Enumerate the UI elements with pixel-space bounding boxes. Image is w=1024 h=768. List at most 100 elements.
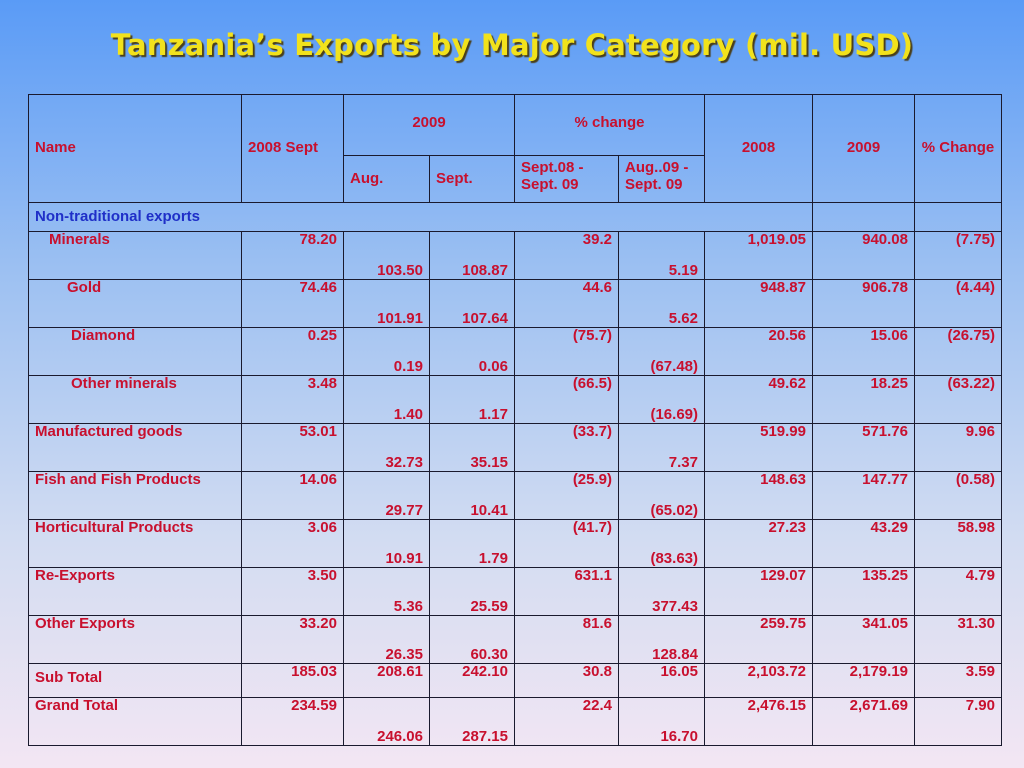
value-pct-change: 31.30 [914, 615, 1002, 664]
value-2009: 571.76 [812, 423, 915, 472]
row-name: Other minerals [28, 375, 242, 424]
table-row: Gold 74.46 101.91 107.64 44.6 5.62 948.87 906.7… [28, 279, 1002, 328]
value-2009-aug: 246.06 [343, 697, 430, 746]
table-row: Horticultural Products 3.06 10.91 1.79 (41.7… [28, 519, 1002, 568]
value-2008: 948.87 [704, 279, 813, 328]
value-2008: 27.23 [704, 519, 813, 568]
value-2009-aug: 101.91 [343, 279, 430, 328]
value-2009: 135.25 [812, 567, 915, 616]
table-row: Manufactured goods 53.01 32.73 35.15 (33.7) 7… [28, 423, 1002, 472]
value-2008: 2,476.15 [704, 697, 813, 746]
table-row: Minerals 78.20 103.50 108.87 39.2 5.19 1,019.0… [28, 231, 1002, 280]
value-2008-sept: 53.01 [241, 423, 344, 472]
value-change-aug: (83.63) [618, 519, 705, 568]
value-pct-change: 4.79 [914, 567, 1002, 616]
table-row: Other minerals 3.48 1.40 1.17 (66.5) (16.69) 4… [28, 375, 1002, 424]
header-2009: 2009 [812, 94, 915, 203]
value-change-aug: 5.19 [618, 231, 705, 280]
exports-table: Name 2008 Sept 2009 % change 2008 2009 %… [28, 94, 1002, 746]
value-2008: 1,019.05 [704, 231, 813, 280]
value-2009-aug: 1.40 [343, 375, 430, 424]
value-2008-sept: 14.06 [241, 471, 344, 520]
value-2009-aug: 32.73 [343, 423, 430, 472]
value-2009: 906.78 [812, 279, 915, 328]
header-sept08-sept09: Sept.08 - Sept. 09 [514, 155, 619, 203]
table-row: Diamond 0.25 0.19 0.06 (75.7) (67.48) 20.56 15.… [28, 327, 1002, 376]
header-pct-change-group: % change [514, 94, 705, 156]
value-change-sept: 81.6 [514, 615, 619, 664]
value-pct-change: 7.90 [914, 697, 1002, 746]
header-2008-sept: 2008 Sept [241, 94, 344, 203]
value-2009-aug: 26.35 [343, 615, 430, 664]
value-pct-change: 58.98 [914, 519, 1002, 568]
value-2008-sept: 0.25 [241, 327, 344, 376]
value-change-aug: 16.05 [618, 663, 705, 698]
value-change-sept: 22.4 [514, 697, 619, 746]
value-2009: 18.25 [812, 375, 915, 424]
row-name: Grand Total [28, 697, 242, 746]
value-pct-change: (26.75) [914, 327, 1002, 376]
value-2008-sept: 185.03 [241, 663, 344, 698]
value-change-sept: (66.5) [514, 375, 619, 424]
value-2009-sept: 35.15 [429, 423, 515, 472]
value-2009: 147.77 [812, 471, 915, 520]
value-2009: 2,179.19 [812, 663, 915, 698]
value-2009: 2,671.69 [812, 697, 915, 746]
row-name: Fish and Fish Products [28, 471, 242, 520]
value-2009: 940.08 [812, 231, 915, 280]
value-2009-sept: 0.06 [429, 327, 515, 376]
header-sept: Sept. [429, 155, 515, 203]
value-change-aug: 5.62 [618, 279, 705, 328]
header-aug09-sept09: Aug..09 - Sept. 09 [618, 155, 705, 203]
header-2008: 2008 [704, 94, 813, 203]
row-name: Re-Exports [28, 567, 242, 616]
row-name: Sub Total [28, 663, 242, 698]
value-change-aug: (16.69) [618, 375, 705, 424]
header-aug: Aug. [343, 155, 430, 203]
value-2009-sept: 108.87 [429, 231, 515, 280]
value-2009-sept: 1.17 [429, 375, 515, 424]
value-2008: 519.99 [704, 423, 813, 472]
value-2008-sept: 234.59 [241, 697, 344, 746]
header-pct-change: % Change [914, 94, 1002, 203]
value-2009-aug: 208.61 [343, 663, 430, 698]
value-change-sept: 39.2 [514, 231, 619, 280]
value-2008: 49.62 [704, 375, 813, 424]
value-change-aug: 377.43 [618, 567, 705, 616]
value-2008-sept: 3.06 [241, 519, 344, 568]
value-pct-change: 3.59 [914, 663, 1002, 698]
value-2008-sept: 3.50 [241, 567, 344, 616]
table-row: Grand Total 234.59 246.06 287.15 22.4 16.70 2,… [28, 697, 1002, 746]
header-name: Name [28, 94, 242, 203]
header-row-1: Name 2008 Sept 2009 % change 2008 2009 %… [28, 94, 1002, 203]
table-cell [914, 202, 1002, 232]
value-2009-sept: 242.10 [429, 663, 515, 698]
value-2008-sept: 74.46 [241, 279, 344, 328]
value-2008-sept: 3.48 [241, 375, 344, 424]
value-change-sept: (75.7) [514, 327, 619, 376]
value-2009-aug: 29.77 [343, 471, 430, 520]
row-name: Gold [28, 279, 242, 328]
value-pct-change: (4.44) [914, 279, 1002, 328]
header-2009-group: 2009 [343, 94, 515, 156]
row-name: Minerals [28, 231, 242, 280]
value-2008: 129.07 [704, 567, 813, 616]
value-2009-sept: 1.79 [429, 519, 515, 568]
row-name: Diamond [28, 327, 242, 376]
value-change-aug: 128.84 [618, 615, 705, 664]
table-row: Fish and Fish Products 14.06 29.77 10.41 (25… [28, 471, 1002, 520]
value-2009-aug: 103.50 [343, 231, 430, 280]
value-change-sept: 44.6 [514, 279, 619, 328]
value-pct-change: (63.22) [914, 375, 1002, 424]
value-2009-aug: 0.19 [343, 327, 430, 376]
value-change-sept: 631.1 [514, 567, 619, 616]
value-2009-sept: 25.59 [429, 567, 515, 616]
header-row-2: Aug. Sept. Sept.08 - Sept. 09 Aug..09 - … [29, 155, 1002, 203]
slide-title: Tanzania’s Exports by Major Category (mi… [110, 28, 914, 62]
row-name: Manufactured goods [28, 423, 242, 472]
value-2009-sept: 10.41 [429, 471, 515, 520]
value-pct-change: (0.58) [914, 471, 1002, 520]
table-row: Re-Exports 3.50 5.36 25.59 631.1 377.43 129.07… [28, 567, 1002, 616]
value-2008: 2,103.72 [704, 663, 813, 698]
value-2008: 20.56 [704, 327, 813, 376]
